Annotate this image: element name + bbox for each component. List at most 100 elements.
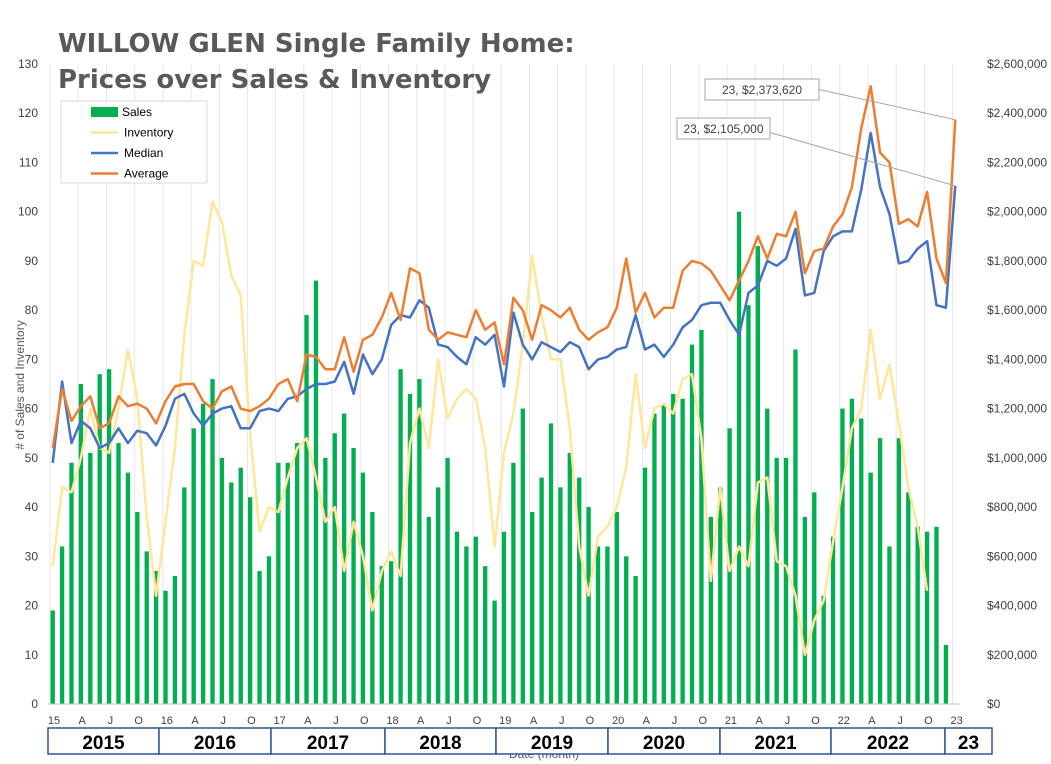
sales-bar	[294, 443, 300, 704]
callout-box	[704, 78, 820, 101]
year-label: 2020	[643, 733, 685, 754]
sales-bar	[492, 600, 497, 704]
x-tick-label: A	[191, 715, 199, 727]
sales-bar	[849, 398, 855, 704]
sales-bar	[200, 403, 206, 704]
average-line	[51, 84, 957, 449]
x-tick-label: A	[643, 715, 651, 727]
sales-bar	[332, 433, 337, 704]
sales-bar	[483, 566, 488, 704]
sales-bar	[595, 546, 601, 704]
y2-tick-label: $600,000	[987, 549, 1037, 563]
sales-bar	[548, 423, 554, 704]
x-tick-label: O	[924, 715, 933, 727]
sales-bar	[624, 556, 629, 704]
sales-bar	[313, 280, 319, 704]
y-tick-label: 70	[25, 352, 39, 366]
y-tick-label: 60	[25, 402, 39, 416]
y-tick-label: 0	[31, 697, 38, 711]
callout-leader	[769, 132, 956, 187]
sales-bar	[78, 384, 84, 704]
sales-bar	[859, 418, 864, 704]
sales-bar	[671, 393, 676, 704]
x-tick-label: O	[473, 715, 482, 727]
x-tick-label: 15	[48, 715, 60, 727]
sales-bar	[642, 467, 648, 704]
sales-bar	[238, 467, 243, 704]
y-axis-title: # of Sales and Inventory	[13, 320, 27, 449]
sales-bar	[812, 492, 817, 704]
y2-tick-label: $800,000	[987, 500, 1037, 514]
x-tick-label: 21	[725, 715, 737, 727]
sales-bar	[97, 374, 102, 704]
sales-bar	[182, 487, 187, 704]
sales-bar	[718, 487, 723, 704]
sales-bar	[304, 315, 309, 704]
sales-bar	[125, 472, 131, 704]
y-tick-label: 80	[25, 303, 39, 317]
year-label: 2018	[419, 733, 461, 754]
sales-bar	[210, 379, 215, 704]
sales-bar	[426, 516, 431, 704]
sales-bar	[520, 408, 525, 704]
sales-bar	[530, 512, 535, 704]
sales-bar	[680, 398, 685, 704]
sales-bar	[106, 369, 112, 704]
year-label: 23	[958, 733, 979, 754]
y-tick-label: 130	[18, 57, 38, 71]
sales-bar	[896, 438, 902, 704]
y2-tick-label: $200,000	[987, 648, 1037, 662]
sales-bar	[473, 536, 478, 704]
sales-bar	[652, 413, 657, 704]
sales-bar	[915, 526, 920, 704]
chart-title-line2: Prices over Sales & Inventory	[58, 65, 491, 95]
sales-bar	[755, 246, 761, 704]
sales-bar	[746, 305, 751, 704]
sales-bar	[830, 536, 836, 704]
median-line	[51, 131, 957, 463]
sales-bar	[943, 644, 949, 704]
sales-bar	[445, 457, 450, 704]
sales-bar	[539, 477, 544, 704]
axes: 0 10 20 30 40 50 60 70 80 90 100 110 120 130 $0 $200,00…	[18, 57, 1047, 727]
callout-box	[676, 117, 771, 140]
sales-bar	[501, 531, 507, 704]
sales-bar	[661, 403, 666, 704]
sales-bar	[266, 556, 272, 704]
y2-tick-label: $2,400,000	[987, 106, 1047, 120]
y-tick-label: 40	[25, 500, 39, 514]
sales-bar	[276, 462, 281, 704]
y2-tick-label: $1,600,000	[987, 303, 1047, 317]
year-label: 2019	[531, 733, 573, 754]
y-tick-label: 100	[18, 205, 38, 219]
sales-bar	[802, 516, 808, 704]
sales-bar	[172, 576, 178, 704]
x-tick-label: J	[108, 715, 114, 727]
y2-tick-label: $1,800,000	[987, 254, 1047, 268]
year-box	[944, 727, 993, 755]
sales-bar	[229, 482, 234, 704]
x-tick-label: 20	[612, 715, 624, 727]
y-tick-label: 120	[18, 106, 38, 120]
legend-label: Average	[124, 167, 169, 181]
sales-bar	[793, 349, 798, 704]
sales-bar	[586, 507, 591, 704]
x-tick-label: O	[360, 715, 369, 727]
sales-bar	[765, 408, 770, 704]
y-tick-label: 110	[19, 155, 38, 169]
y2-tick-label: $1,200,000	[987, 402, 1047, 416]
legend-frame	[60, 100, 208, 184]
inventory-line	[51, 200, 929, 657]
year-label: 2021	[754, 733, 797, 754]
sales-bar	[454, 531, 460, 704]
x-tick-label: J	[446, 715, 452, 727]
year-label: 2017	[307, 733, 349, 754]
year-box	[607, 727, 721, 755]
x-tick-label: A	[530, 715, 538, 727]
x-tick-label: A	[417, 715, 425, 727]
sales-bar	[558, 487, 563, 704]
x-tick-label: 17	[274, 715, 286, 727]
sales-bars	[50, 211, 949, 704]
x-tick-label: 19	[499, 715, 511, 727]
